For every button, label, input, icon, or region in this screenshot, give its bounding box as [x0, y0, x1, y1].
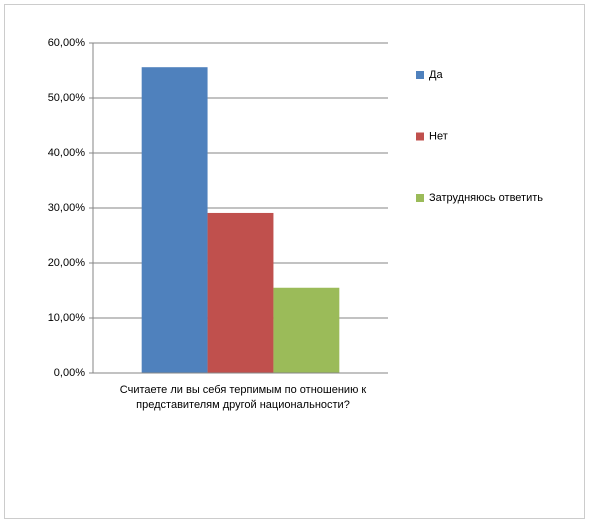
- legend-swatch: [416, 194, 424, 202]
- bar: [141, 67, 208, 373]
- y-tick-label: 20,00%: [48, 257, 86, 269]
- x-tick-label: Считаете ли вы себя терпимым по отношени…: [119, 384, 367, 411]
- legend-label: Затрудняюсь ответить: [429, 192, 543, 204]
- y-tick-label: 60,00%: [48, 37, 86, 49]
- y-tick-label: 0,00%: [54, 367, 85, 379]
- legend-swatch: [416, 132, 424, 141]
- legend-label: Да: [429, 69, 443, 81]
- y-tick-label: 10,00%: [48, 312, 86, 324]
- y-tick-label: 50,00%: [48, 92, 86, 104]
- chart-border: [4, 4, 585, 519]
- legend-label: Нет: [429, 130, 448, 142]
- bar: [273, 287, 340, 373]
- y-tick-label: 40,00%: [48, 147, 86, 159]
- bar: [207, 212, 274, 373]
- y-tick-label: 30,00%: [48, 202, 86, 214]
- legend-swatch: [416, 71, 424, 79]
